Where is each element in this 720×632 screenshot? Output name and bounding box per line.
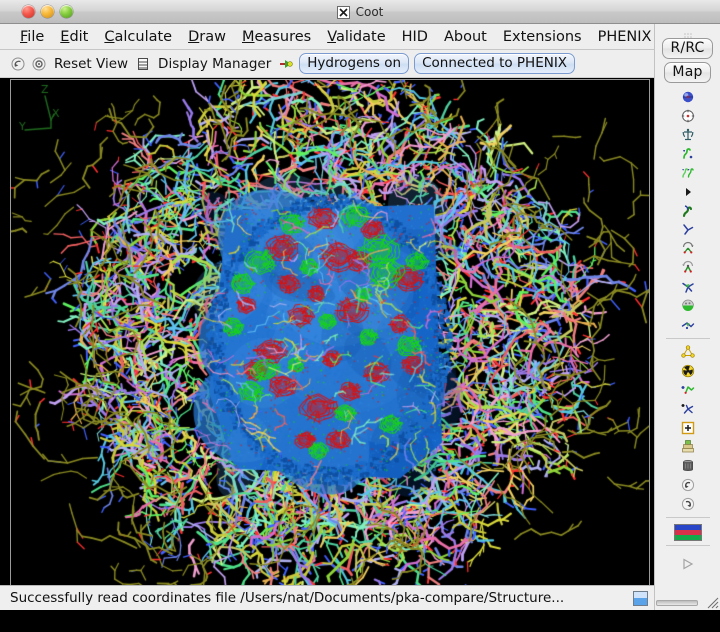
flip-peptide-icon[interactable] xyxy=(677,220,699,239)
rotamer-icon[interactable] xyxy=(677,201,699,220)
mutate-auto-fit-icon[interactable] xyxy=(677,342,699,361)
hemisphere-icon[interactable] xyxy=(677,296,699,315)
menu-file[interactable]: File xyxy=(20,28,45,45)
menu-validate[interactable]: Validate xyxy=(327,28,386,45)
back-arrow-icon[interactable] xyxy=(10,56,26,72)
redo-icon[interactable] xyxy=(677,494,699,513)
separator-2 xyxy=(665,517,710,518)
right-tool-sidebar: R/RC Map xyxy=(654,24,720,632)
delete-trash-icon[interactable] xyxy=(677,456,699,475)
edit-chi-icon[interactable] xyxy=(677,258,699,277)
x11-icon xyxy=(336,5,350,19)
add-atom-icon[interactable] xyxy=(677,399,699,418)
menu-draw[interactable]: Draw xyxy=(188,28,226,45)
regularize-zone-icon[interactable] xyxy=(677,144,699,163)
sidebar-slider[interactable] xyxy=(656,600,698,606)
list-lines-icon[interactable] xyxy=(135,56,151,72)
rrc-button[interactable]: R/RC xyxy=(662,38,713,59)
window-controls xyxy=(22,5,73,18)
menu-phenix[interactable]: PHENIX xyxy=(597,28,652,45)
menu-calculate[interactable]: Calculate xyxy=(104,28,173,45)
sphere-atom-icon[interactable] xyxy=(677,87,699,106)
sidebar-tool-icons xyxy=(665,87,710,573)
status-indicator-icon[interactable] xyxy=(633,590,648,606)
play-triangle-icon[interactable] xyxy=(677,555,699,573)
refmac-colorbar-icon[interactable] xyxy=(673,524,702,541)
add-terminal-residue-icon[interactable] xyxy=(677,380,699,399)
backrub-rotamer-icon[interactable] xyxy=(677,315,699,334)
minimize-button[interactable] xyxy=(41,5,54,18)
resize-grip-icon[interactable] xyxy=(704,594,719,609)
anchor-balance-icon[interactable] xyxy=(677,125,699,144)
status-bar: Successfully read coordinates file /User… xyxy=(0,585,654,610)
molecular-graphics-viewport[interactable] xyxy=(11,80,649,585)
connected-to-phenix-button[interactable]: Connected to PHENIX xyxy=(414,53,576,74)
molecule-canvas[interactable] xyxy=(11,80,649,585)
separator-3 xyxy=(665,545,710,546)
torsion-general-icon[interactable] xyxy=(677,277,699,296)
simple-mutate-icon[interactable] xyxy=(677,361,699,380)
refine-zone-icon[interactable] xyxy=(677,163,699,182)
menu-edit[interactable]: Edit xyxy=(60,28,89,45)
tool-bar: Reset View Display Manager Hydrogens on … xyxy=(0,50,654,78)
target-circle-icon[interactable] xyxy=(31,56,47,72)
menu-bar: File Edit Calculate Draw Measures Valida… xyxy=(0,24,720,50)
window-title: Coot xyxy=(355,5,384,19)
reset-view-button[interactable]: Reset View xyxy=(54,55,129,72)
menu-measures[interactable]: Measures xyxy=(242,28,312,45)
sidebar-grip-icon[interactable] xyxy=(683,26,693,38)
close-button[interactable] xyxy=(22,5,35,18)
undo-icon[interactable] xyxy=(677,475,699,494)
menu-hid[interactable]: HID xyxy=(401,28,428,45)
status-message: Successfully read coordinates file /User… xyxy=(10,590,565,606)
menu-about[interactable]: About xyxy=(443,28,487,45)
clear-pending-icon[interactable] xyxy=(677,418,699,437)
side-chain-180-icon[interactable] xyxy=(677,239,699,258)
map-button[interactable]: Map xyxy=(664,62,711,83)
maximize-button[interactable] xyxy=(60,5,73,18)
display-manager-button[interactable]: Display Manager xyxy=(158,55,272,72)
menu-extensions[interactable]: Extensions xyxy=(502,28,582,45)
title-bar: Coot xyxy=(0,0,720,24)
paint-icon[interactable] xyxy=(677,437,699,456)
separator-1 xyxy=(665,338,710,339)
bottom-strip xyxy=(0,610,720,632)
hydrogens-on-button[interactable]: Hydrogens on xyxy=(299,53,410,74)
green-arrow-icon[interactable] xyxy=(278,56,294,72)
crosshair-icon[interactable] xyxy=(677,106,699,125)
window-title-wrap: Coot xyxy=(0,0,720,24)
play-step-icon[interactable] xyxy=(677,182,699,201)
